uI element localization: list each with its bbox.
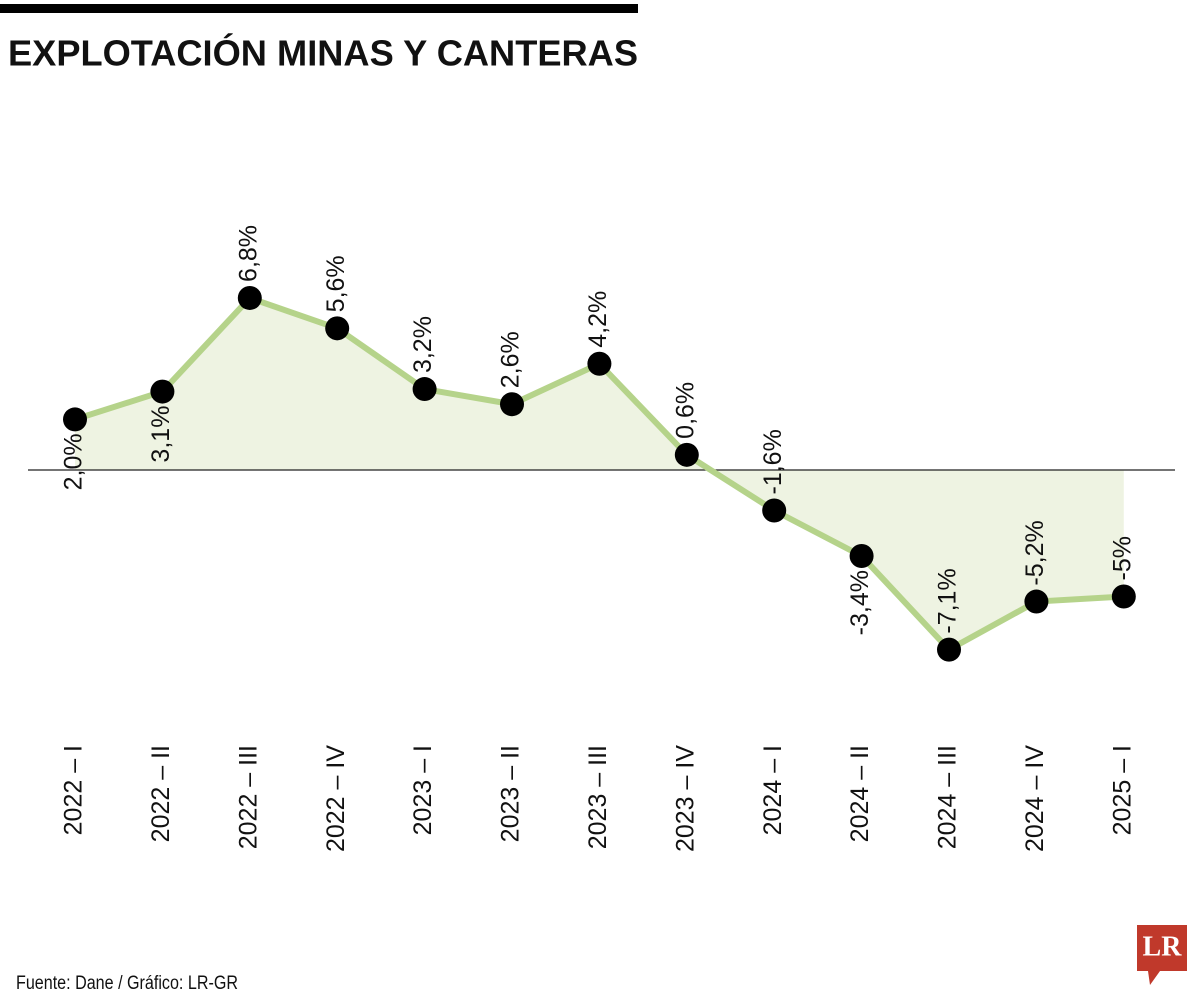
plot: 2,0% 2022 – I 3,1% 2022 – II 6,8% 2022 – III 5…	[28, 225, 1175, 852]
data-label: 2,6%	[497, 331, 525, 388]
marker	[500, 392, 524, 417]
data-label: -3,4%	[846, 570, 874, 635]
marker	[237, 285, 262, 310]
x-tick-label: 2022 – I	[60, 745, 88, 835]
x-tick-label: 2023 – IV	[671, 745, 699, 852]
data-label: 3,2%	[409, 316, 437, 373]
data-label: 3,1%	[147, 406, 175, 463]
x-tick-label: 2024 – II	[846, 745, 874, 842]
data-label: 6,8%	[234, 225, 262, 282]
data-label: -7,1%	[934, 568, 962, 633]
marker	[937, 637, 961, 662]
data-label: 0,6%	[671, 382, 699, 439]
logo-tail	[1148, 971, 1160, 985]
top-bar	[0, 4, 638, 13]
x-tick-label: 2024 – IV	[1021, 745, 1049, 852]
data-label: 2,0%	[60, 433, 88, 490]
marker	[849, 544, 874, 569]
source: Fuente: Dane / Gráfico: LR-GR	[16, 973, 238, 994]
x-tick-label: 2022 – III	[234, 745, 262, 849]
marker	[1111, 584, 1136, 609]
marker	[150, 379, 175, 404]
logo-box	[1137, 925, 1187, 971]
marker	[325, 316, 350, 341]
x-tick-label: 2025 – I	[1108, 745, 1136, 835]
data-label: 4,2%	[584, 291, 612, 348]
x-tick-label: 2023 – II	[497, 745, 525, 842]
data-label: -5,2%	[1021, 520, 1049, 585]
x-tick-label: 2024 – III	[934, 745, 962, 849]
x-tick-label: 2022 – II	[147, 745, 175, 842]
marker	[762, 498, 787, 523]
marker	[63, 407, 87, 432]
chart-title: EXPLOTACIÓN MINAS Y CANTERAS	[8, 32, 638, 74]
marker	[412, 377, 437, 402]
x-tick-label: 2022 – IV	[322, 745, 350, 852]
area	[75, 297, 1124, 650]
marker	[1024, 589, 1049, 614]
data-label: -1,6%	[759, 429, 787, 494]
data-label: -5%	[1108, 536, 1136, 580]
x-tick-label: 2024 – I	[759, 745, 787, 835]
x-tick-label: 2023 – I	[409, 745, 437, 835]
marker	[674, 442, 699, 467]
x-tick-label: 2023 – III	[584, 745, 612, 849]
data-label: 5,6%	[322, 255, 350, 312]
logo: LR	[1143, 931, 1183, 962]
marker	[587, 351, 612, 376]
